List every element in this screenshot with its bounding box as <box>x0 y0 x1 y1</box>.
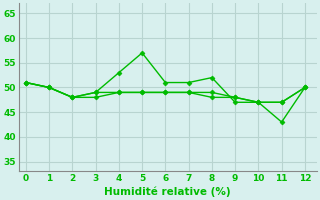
X-axis label: Humidité relative (%): Humidité relative (%) <box>104 186 231 197</box>
